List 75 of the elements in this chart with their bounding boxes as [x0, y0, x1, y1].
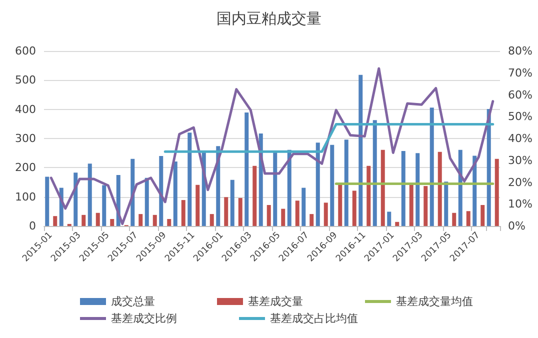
y-tick-label: 100 — [15, 190, 36, 204]
bar — [352, 190, 356, 226]
bar — [252, 166, 257, 226]
bar — [380, 150, 385, 226]
y2-tick-label: 70% — [508, 66, 532, 80]
y-tick-label: 400 — [15, 102, 36, 116]
legend-label: 基差成交量 — [248, 295, 303, 308]
legend-label: 基差成交量均值 — [396, 295, 473, 308]
bar — [45, 176, 50, 226]
bar — [372, 120, 377, 226]
bar — [244, 112, 249, 226]
legend-label: 基差成交占比均值 — [270, 312, 358, 325]
bar — [338, 184, 342, 226]
bar — [138, 214, 143, 226]
bar — [110, 219, 114, 226]
bar — [266, 205, 271, 226]
bar — [430, 108, 434, 226]
bar — [494, 158, 499, 226]
bar — [53, 216, 58, 226]
bar — [424, 186, 428, 226]
bar — [358, 74, 363, 226]
bar — [395, 222, 400, 226]
bar — [310, 214, 314, 226]
y-tick-label: 500 — [15, 74, 36, 87]
legend-label: 成交总量 — [111, 295, 155, 308]
bar — [458, 150, 462, 226]
bar — [387, 212, 392, 226]
bar — [416, 153, 420, 226]
bar — [82, 214, 86, 226]
y2-tick-label: 60% — [508, 88, 532, 102]
bar — [238, 198, 242, 226]
y-tick-label: 600 — [15, 44, 36, 58]
y2-tick-label: 20% — [508, 176, 532, 189]
y2-tick-label: 80% — [508, 44, 532, 58]
y2-tick-label: 50% — [508, 110, 532, 124]
y2-tick-label: 40% — [508, 132, 532, 145]
bar — [316, 142, 320, 226]
bar — [366, 166, 371, 226]
bar — [224, 197, 228, 226]
bar — [452, 212, 456, 226]
bar — [152, 214, 157, 226]
y-tick-label: 0 — [29, 220, 36, 232]
chart-title: 国内豆粕成交量 — [216, 10, 322, 28]
y-tick-label: 300 — [15, 132, 36, 145]
bar — [302, 188, 306, 226]
bar — [102, 185, 106, 226]
bar — [210, 214, 214, 226]
bar — [230, 180, 234, 226]
line-series — [50, 67, 494, 226]
bar — [330, 144, 334, 226]
bar — [273, 151, 278, 226]
bar — [181, 200, 186, 226]
bar — [96, 212, 100, 226]
bar — [188, 132, 192, 226]
bar — [444, 182, 448, 226]
bar — [324, 202, 328, 226]
bar — [144, 178, 149, 226]
y2-tick-label: 30% — [508, 154, 532, 167]
bar — [196, 184, 200, 226]
y-tick-label: 200 — [15, 161, 36, 174]
bar — [159, 156, 164, 226]
bar — [401, 151, 406, 226]
bar — [167, 219, 172, 226]
bar — [344, 140, 348, 226]
y2-tick-label: 0% — [508, 220, 526, 232]
bar — [438, 152, 442, 226]
bar — [466, 211, 470, 226]
bar — [88, 164, 92, 226]
bar — [173, 162, 178, 226]
bar — [295, 200, 300, 226]
bar — [480, 205, 485, 226]
y2-tick-label: 10% — [508, 198, 532, 211]
legend-label: 基差成交比例 — [111, 312, 177, 325]
bar — [409, 184, 414, 226]
bar — [281, 208, 286, 226]
